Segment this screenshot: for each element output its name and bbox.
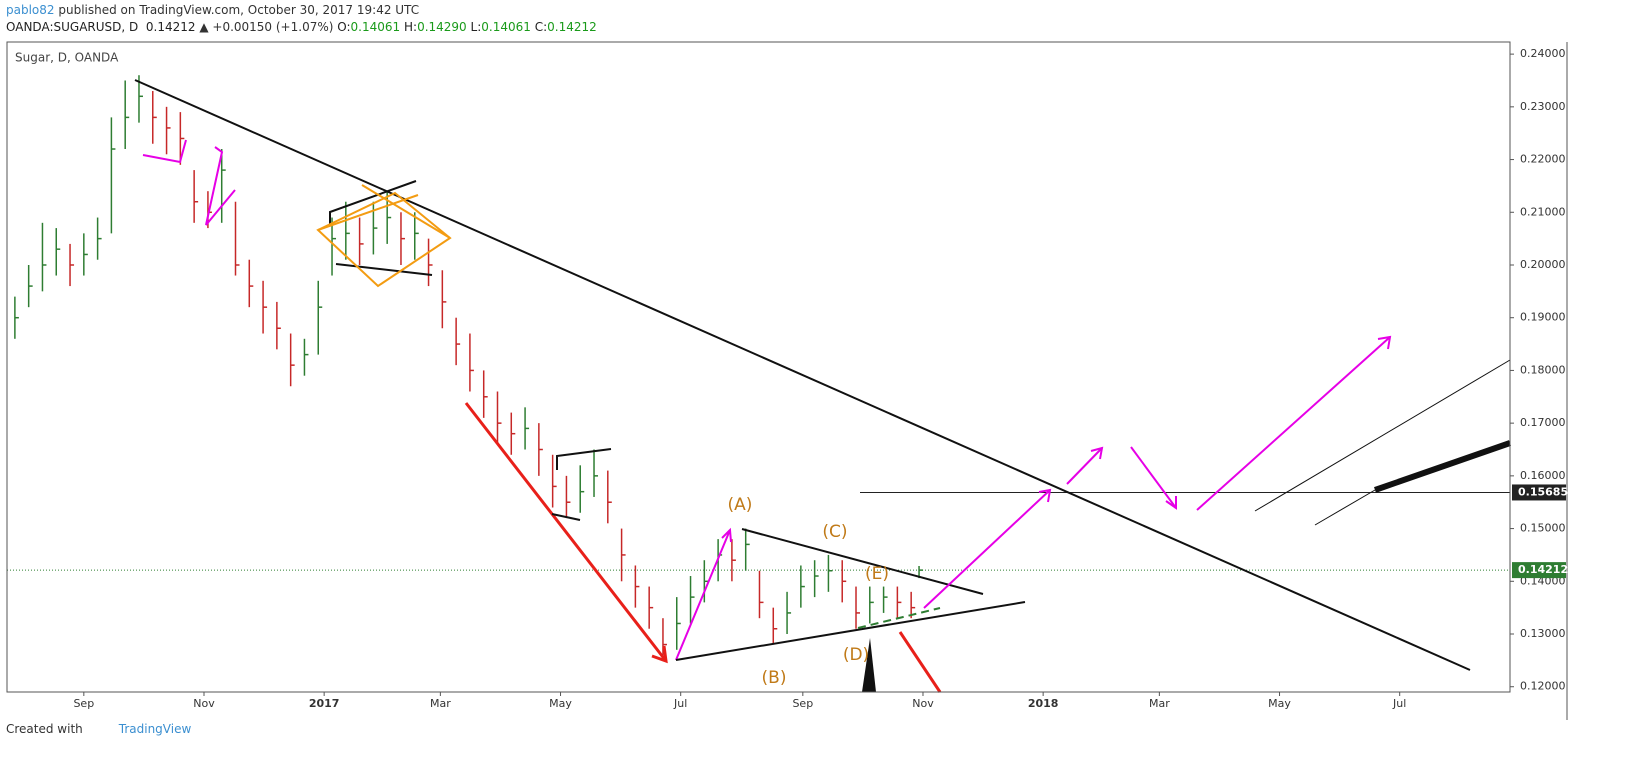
o: 0.14061 <box>350 20 401 34</box>
x-tick-label: Sep <box>73 697 94 710</box>
black-line <box>556 448 612 470</box>
y-tick-label: 0.20000 <box>1520 258 1566 271</box>
publisher[interactable]: pablo82 <box>6 3 55 17</box>
black-line <box>329 180 417 225</box>
magenta-arrow <box>675 529 731 661</box>
magenta-arrow <box>1130 446 1177 509</box>
arrow-head <box>651 645 668 664</box>
magenta-shape <box>205 146 236 226</box>
arrow-head <box>721 527 732 543</box>
price-tag-label: 0.15685 <box>1518 485 1568 498</box>
header: pablo82 published on TradingView.com, Oc… <box>6 2 597 36</box>
c-label: C: <box>534 20 548 34</box>
magenta-arrow <box>1196 336 1391 511</box>
diamond-line <box>317 194 419 231</box>
chart: (A) (B) (C) (D) (E) Sugar, D, OANDA 0.12… <box>6 41 1568 720</box>
footer: Created with TradingView <box>6 722 191 736</box>
wave-label: (B) <box>762 668 787 688</box>
y-tick-label: 0.23000 <box>1520 100 1566 113</box>
red-line <box>898 631 942 693</box>
arrow-head <box>1090 446 1104 460</box>
created-with: Created with <box>6 722 83 736</box>
y-tick-label: 0.22000 <box>1520 153 1566 166</box>
x-tick-label: May <box>1268 697 1291 710</box>
published: published on TradingView.com, October 30… <box>58 3 420 17</box>
magenta-shape <box>142 139 187 164</box>
chart-title: Sugar, D, OANDA <box>15 51 119 65</box>
y-tick-label: 0.24000 <box>1520 47 1566 60</box>
symbol: OANDA:SUGARUSD, D <box>6 20 139 34</box>
y-tick-label: 0.18000 <box>1520 363 1566 376</box>
channel-line <box>1314 489 1376 526</box>
h: 0.14290 <box>417 20 467 34</box>
o-label: O: <box>337 20 351 34</box>
price: 0.14212 <box>145 20 196 34</box>
x-tick-label: Sep <box>792 697 813 710</box>
triangle-line <box>675 601 1026 661</box>
arrow-head <box>1038 488 1052 503</box>
dashed-line <box>857 607 941 629</box>
x-tick-label: Jul <box>673 697 687 710</box>
y-tick-label: 0.16000 <box>1520 469 1566 482</box>
change: ▲ +0.00150 (+1.07%) <box>199 20 334 34</box>
black-line <box>551 513 581 521</box>
wave-label: (D) <box>843 645 869 665</box>
c: 0.14212 <box>547 20 597 34</box>
arrow-head <box>1165 496 1177 510</box>
magenta-arrow <box>1066 447 1103 485</box>
channel-line-thick <box>1374 440 1511 493</box>
trendline <box>134 79 1471 671</box>
x-tick-label: Nov <box>912 697 934 710</box>
triangle-line <box>741 528 984 595</box>
brand[interactable]: TradingView <box>118 722 192 736</box>
red-arrow <box>464 402 668 662</box>
x-tick-label: May <box>549 697 572 710</box>
drawings <box>134 79 1511 693</box>
y-tick-label: 0.21000 <box>1520 205 1566 218</box>
y-tick-label: 0.15000 <box>1520 522 1566 535</box>
y-tick-label: 0.17000 <box>1520 416 1566 429</box>
price-tag <box>1512 562 1566 579</box>
y-tick-label: 0.19000 <box>1520 311 1566 324</box>
x-tick-label: Mar <box>430 697 451 710</box>
spike <box>862 638 876 692</box>
price-tag-label: 0.14212 <box>1518 563 1568 576</box>
diamond-line <box>361 184 451 239</box>
price-tag <box>1512 484 1566 501</box>
l: 0.14061 <box>481 20 531 34</box>
x-tick-label: Mar <box>1149 697 1170 710</box>
wave-label: (C) <box>822 522 847 542</box>
x-tick-label: Nov <box>193 697 215 710</box>
magenta-arrow <box>923 489 1051 609</box>
arrow-head <box>1377 335 1392 350</box>
h-label: H: <box>403 20 418 34</box>
channel-line <box>1254 359 1511 512</box>
x-tick-label: 2017 <box>309 697 340 710</box>
l-label: L: <box>470 20 482 34</box>
wave-label: (E) <box>865 564 889 584</box>
x-tick-label: 2018 <box>1028 697 1059 710</box>
wave-label: (A) <box>728 495 753 515</box>
y-tick-label: 0.13000 <box>1520 627 1566 640</box>
x-tick-label: Jul <box>1392 697 1406 710</box>
plot-frame <box>6 41 1511 693</box>
y-tick-label: 0.12000 <box>1520 680 1566 693</box>
black-line <box>335 263 433 276</box>
